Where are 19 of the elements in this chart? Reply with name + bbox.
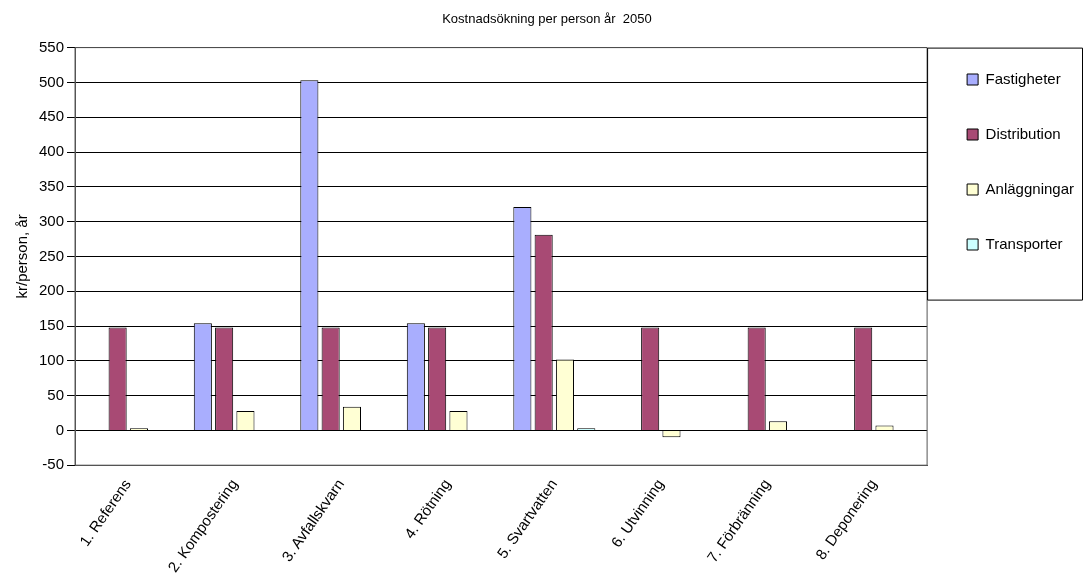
y-tick-label: 50: [47, 385, 65, 403]
y-tick-label: 0: [55, 420, 65, 438]
y-tick-label: 250: [39, 246, 65, 264]
legend-label: Fastigheter: [985, 69, 1061, 87]
y-tick-label: 150: [39, 316, 65, 334]
legend-label: Transporter: [985, 234, 1063, 252]
y-tick-label: 100: [39, 350, 65, 368]
y-tick-label: -50: [42, 455, 65, 473]
y-tick-label: 550: [39, 37, 65, 55]
y-tick-label: 300: [39, 211, 65, 229]
y-tick-label: 400: [39, 142, 65, 160]
chart-title: Kostnadsökning per person år 2050: [442, 11, 652, 27]
y-axis-title: kr/person, år: [13, 214, 31, 299]
legend-label: Distribution: [985, 124, 1061, 142]
y-tick-label: 450: [39, 107, 65, 125]
y-tick-label: 500: [39, 72, 65, 90]
y-tick-label: 350: [39, 176, 65, 194]
y-tick-label: 200: [39, 281, 65, 299]
legend-label: Anläggningar: [985, 179, 1074, 197]
